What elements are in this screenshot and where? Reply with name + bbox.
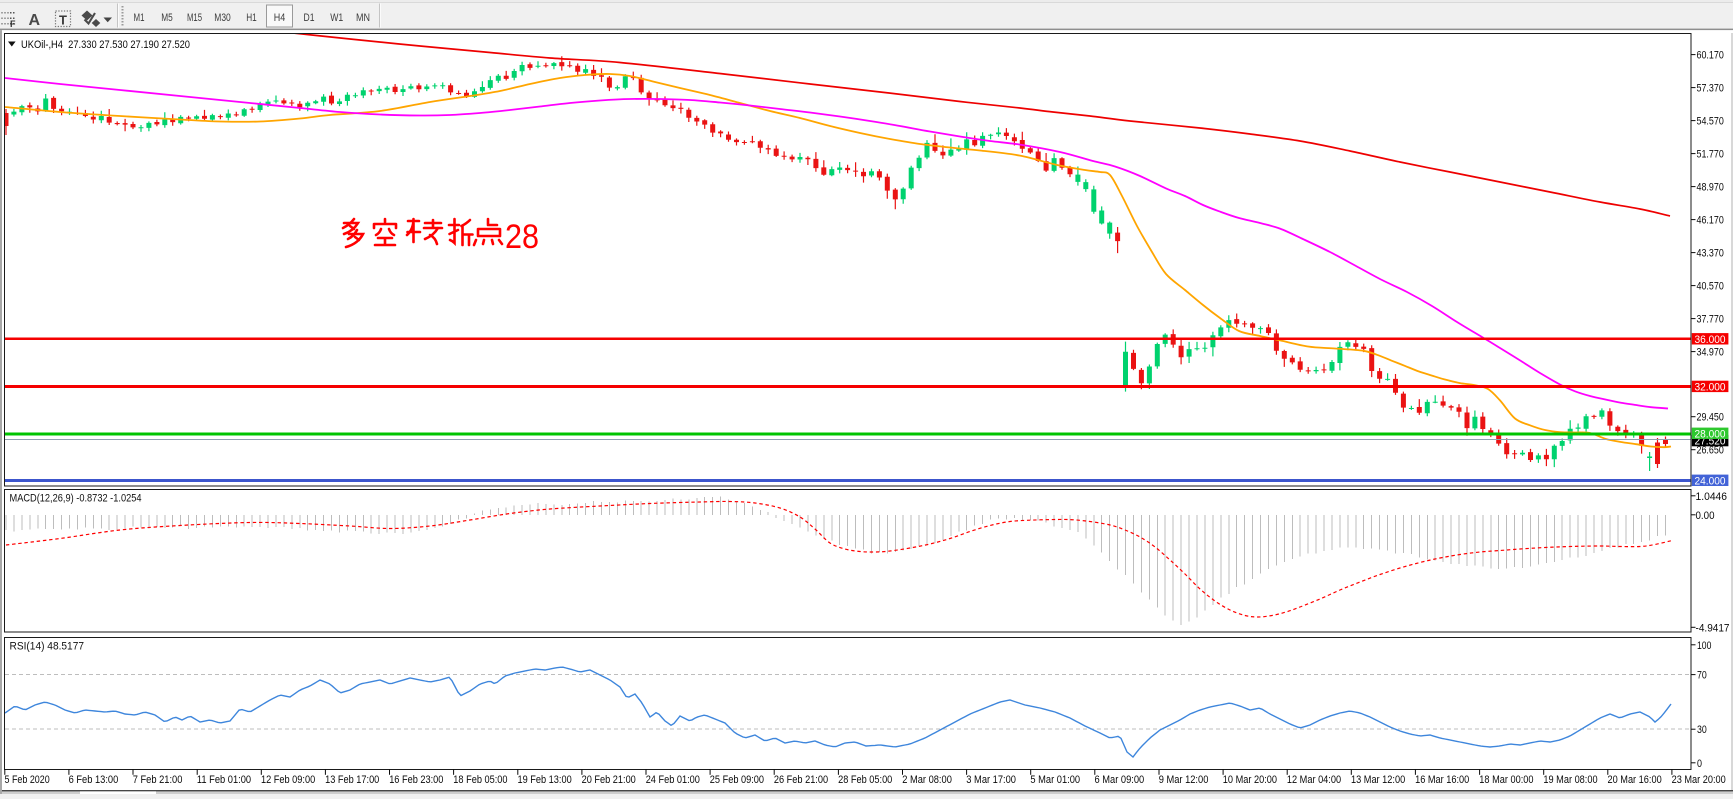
svg-text:12 Mar 04:00: 12 Mar 04:00 — [1287, 774, 1341, 786]
svg-text:M15: M15 — [187, 12, 202, 24]
svg-text:29.450: 29.450 — [1697, 412, 1724, 424]
svg-text:28: 28 — [505, 218, 539, 256]
svg-text:12 Feb 09:00: 12 Feb 09:00 — [261, 774, 315, 786]
svg-text:T: T — [59, 13, 67, 28]
svg-text:D1: D1 — [304, 12, 315, 24]
svg-text:W1: W1 — [330, 12, 343, 24]
svg-text:40.570: 40.570 — [1697, 281, 1724, 293]
svg-text:16 Feb 23:00: 16 Feb 23:00 — [389, 774, 443, 786]
svg-text:24.000: 24.000 — [1695, 475, 1726, 487]
svg-text:60.170: 60.170 — [1697, 50, 1724, 62]
svg-text:36.000: 36.000 — [1695, 334, 1726, 346]
svg-text:13 Feb 17:00: 13 Feb 17:00 — [325, 774, 379, 786]
svg-text:23 Mar 20:00: 23 Mar 20:00 — [1672, 774, 1726, 786]
svg-text:2 Mar 08:00: 2 Mar 08:00 — [902, 774, 952, 786]
svg-text:13 Mar 12:00: 13 Mar 12:00 — [1351, 774, 1405, 786]
svg-text:26 Feb 21:00: 26 Feb 21:00 — [774, 774, 828, 786]
svg-text:RSI(14) 48.5177: RSI(14) 48.5177 — [10, 641, 85, 653]
svg-text:51.770: 51.770 — [1697, 149, 1724, 161]
svg-text:6 Feb 13:00: 6 Feb 13:00 — [69, 774, 119, 786]
svg-text:25 Feb 09:00: 25 Feb 09:00 — [710, 774, 764, 786]
svg-text:11 Feb 01:00: 11 Feb 01:00 — [197, 774, 251, 786]
svg-text:F: F — [10, 19, 16, 29]
svg-text:20 Mar 16:00: 20 Mar 16:00 — [1608, 774, 1662, 786]
svg-text:20 Feb 21:00: 20 Feb 21:00 — [582, 774, 636, 786]
svg-text:19 Feb 13:00: 19 Feb 13:00 — [518, 774, 572, 786]
svg-text:24 Feb 01:00: 24 Feb 01:00 — [646, 774, 700, 786]
svg-text:100: 100 — [1697, 640, 1711, 652]
svg-text:19 Mar 08:00: 19 Mar 08:00 — [1543, 774, 1597, 786]
svg-text:28 Feb 05:00: 28 Feb 05:00 — [838, 774, 892, 786]
svg-text:26.650: 26.650 — [1697, 445, 1724, 457]
svg-text:M30: M30 — [214, 12, 231, 24]
svg-text:57.370: 57.370 — [1697, 83, 1724, 95]
svg-text:M5: M5 — [161, 12, 173, 24]
svg-text:54.570: 54.570 — [1697, 116, 1724, 128]
svg-text:UKOil-,H4 27.330 27.530 27.19: UKOil-,H4 27.330 27.530 27.190 27.520 — [21, 39, 190, 51]
svg-text:6 Mar 09:00: 6 Mar 09:00 — [1095, 774, 1145, 786]
svg-text:30: 30 — [1697, 724, 1707, 736]
svg-text:5 Feb 2020: 5 Feb 2020 — [5, 774, 50, 786]
svg-text:MN: MN — [356, 12, 370, 24]
svg-text:34.970: 34.970 — [1697, 347, 1724, 359]
svg-text:7 Feb 21:00: 7 Feb 21:00 — [133, 774, 183, 786]
svg-text:3 Mar 17:00: 3 Mar 17:00 — [966, 774, 1016, 786]
svg-text:10 Mar 20:00: 10 Mar 20:00 — [1223, 774, 1277, 786]
svg-text:H4: H4 — [274, 12, 286, 24]
svg-text:MACD(12,26,9) -0.8732 -1.0254: MACD(12,26,9) -0.8732 -1.0254 — [10, 493, 142, 505]
svg-text:-4.9417: -4.9417 — [1696, 622, 1730, 634]
svg-text:A: A — [29, 12, 41, 29]
svg-text:1.0446: 1.0446 — [1696, 491, 1728, 503]
svg-text:M1: M1 — [134, 12, 145, 24]
svg-text:18 Feb 05:00: 18 Feb 05:00 — [453, 774, 507, 786]
svg-text:37.770: 37.770 — [1697, 314, 1724, 326]
svg-text:H1: H1 — [246, 12, 257, 24]
svg-text:0: 0 — [1697, 758, 1702, 770]
svg-text:0.00: 0.00 — [1696, 510, 1715, 522]
svg-text:28.000: 28.000 — [1695, 428, 1726, 440]
svg-text:16 Mar 16:00: 16 Mar 16:00 — [1415, 774, 1469, 786]
svg-text:70: 70 — [1697, 670, 1707, 682]
svg-text:46.170: 46.170 — [1697, 215, 1724, 227]
svg-text:32.000: 32.000 — [1695, 381, 1726, 393]
svg-text:43.370: 43.370 — [1697, 248, 1724, 260]
svg-text:18 Mar 00:00: 18 Mar 00:00 — [1479, 774, 1533, 786]
svg-text:9 Mar 12:00: 9 Mar 12:00 — [1159, 774, 1209, 786]
svg-text:48.970: 48.970 — [1697, 182, 1724, 194]
svg-text:5 Mar 01:00: 5 Mar 01:00 — [1030, 774, 1080, 786]
